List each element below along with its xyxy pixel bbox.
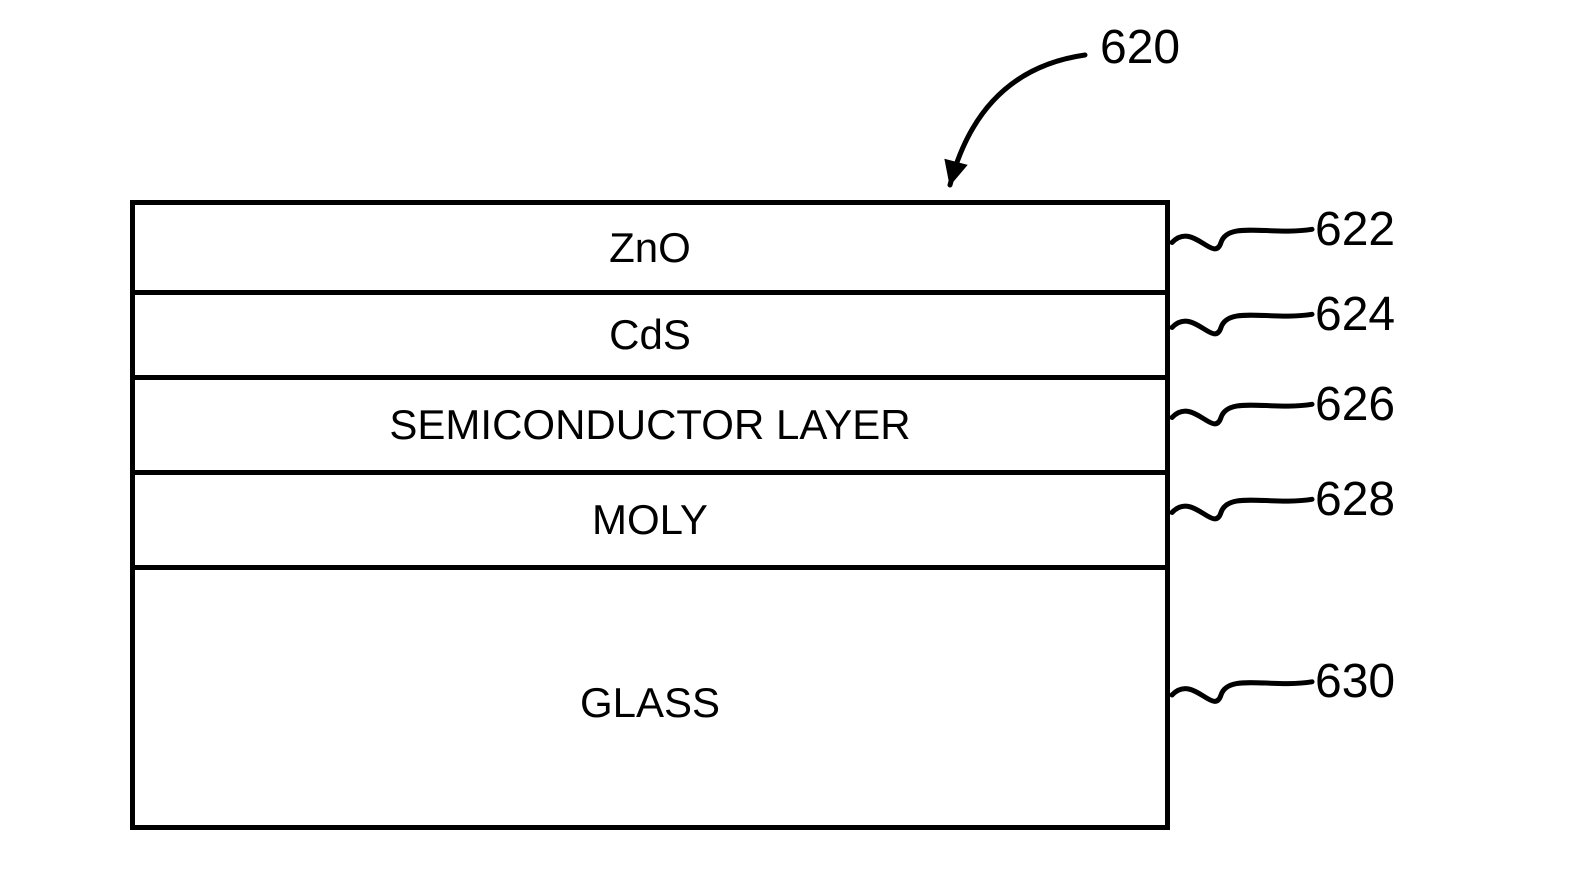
layer-stack: ZnO CdS SEMICONDUCTOR LAYER MOLY GLASS [130, 200, 1170, 830]
ref-number-glass: 630 [1315, 654, 1395, 709]
layer-zno: ZnO [135, 205, 1165, 290]
diagram-canvas: ZnO CdS SEMICONDUCTOR LAYER MOLY GLASS 620 6… [0, 0, 1596, 883]
ref-number-cds: 624 [1315, 287, 1395, 342]
layer-label-zno: ZnO [609, 224, 691, 272]
layer-cds: CdS [135, 290, 1165, 375]
assembly-ref-number: 620 [1100, 20, 1180, 75]
ref-number-moly: 628 [1315, 472, 1395, 527]
ref-number-zno: 622 [1315, 202, 1395, 257]
layer-semi: SEMICONDUCTOR LAYER [135, 375, 1165, 470]
ref-number-semi: 626 [1315, 377, 1395, 432]
layer-moly: MOLY [135, 470, 1165, 565]
layer-label-moly: MOLY [592, 496, 708, 544]
layer-glass: GLASS [135, 565, 1165, 835]
layer-label-cds: CdS [609, 311, 691, 359]
layer-label-semi: SEMICONDUCTOR LAYER [389, 401, 910, 449]
layer-label-glass: GLASS [580, 679, 720, 727]
